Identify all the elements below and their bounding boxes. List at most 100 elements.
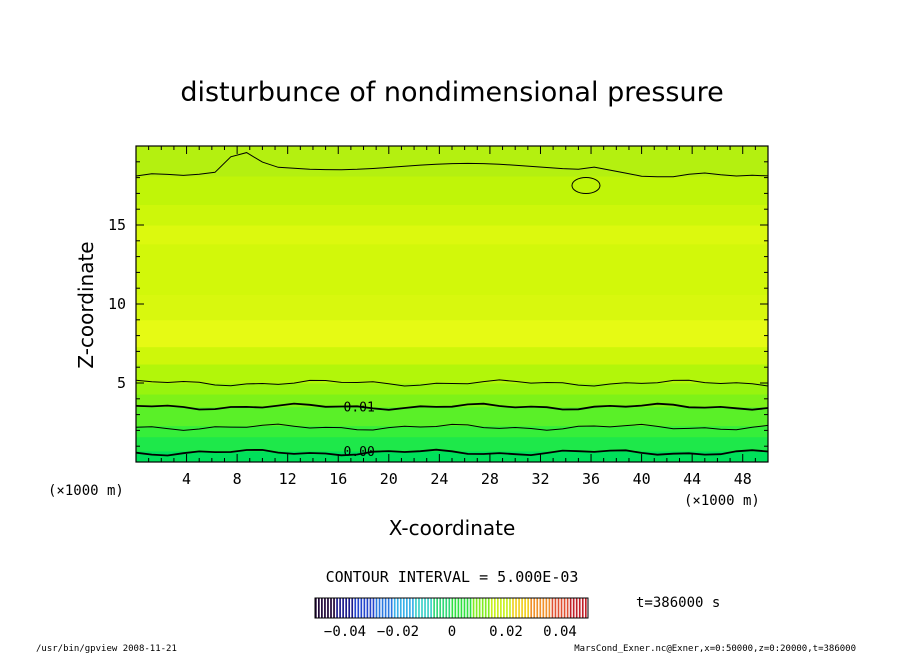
colorbar-stripe <box>533 598 536 618</box>
color-band <box>136 225 768 245</box>
x-tick-label: 4 <box>182 470 191 488</box>
colorbar-stripe <box>415 598 417 618</box>
color-band <box>136 436 768 452</box>
colorbar-stripe <box>402 598 405 618</box>
colorbar-stripe <box>521 598 523 618</box>
colorbar-tick-labels: −0.04 −0.02 0 0.02 0.04 <box>324 624 577 640</box>
x-tick-label: 24 <box>430 470 448 488</box>
colorbar-stripe <box>578 598 581 618</box>
colorbar-stripe <box>393 598 396 618</box>
colorbar-stripe <box>384 598 387 618</box>
colorbar-stripe <box>378 598 381 618</box>
x-tick-label: 44 <box>683 470 701 488</box>
colorbar-stripe <box>460 598 463 618</box>
x-tick-label: 28 <box>481 470 499 488</box>
colorbar-stripe <box>372 598 375 618</box>
contour-line <box>136 379 768 387</box>
x-tick-label: 40 <box>633 470 651 488</box>
colorbar-stripe <box>542 598 545 618</box>
colorbar-stripe <box>575 598 578 618</box>
x-tick-label: 8 <box>233 470 242 488</box>
x-tick-label: 32 <box>531 470 549 488</box>
colorbar-stripe <box>560 598 563 618</box>
colorbar-tick-label: 0 <box>448 624 456 640</box>
contour-line <box>136 448 768 457</box>
colorbar-tick-label: 0.02 <box>489 624 523 640</box>
colorbar-stripe <box>406 598 408 618</box>
colorbar-stripe <box>381 598 384 618</box>
colorbar-stripe <box>500 598 502 618</box>
colorbar-stripe <box>518 598 520 618</box>
color-band <box>136 319 768 348</box>
x-tick-label: 20 <box>380 470 398 488</box>
colorbar-stripe <box>481 598 484 618</box>
x-tick-label: 12 <box>279 470 297 488</box>
colorbar-stripe <box>472 598 475 618</box>
x-unit-label-left: (×1000 m) <box>48 483 124 499</box>
colorbar-stripe <box>493 598 496 618</box>
colorbar-tick-label: −0.04 <box>324 624 366 640</box>
contour-closed-loop <box>571 177 601 194</box>
color-band <box>136 294 768 321</box>
colorbar-stripe <box>330 598 332 618</box>
colorbar-stripe <box>318 598 320 618</box>
color-band <box>136 146 768 177</box>
contour-label: 0.00 <box>344 445 375 460</box>
color-band <box>136 450 768 462</box>
colorbar-stripe <box>572 598 575 618</box>
colorbar-stripe <box>478 598 481 618</box>
color-band <box>136 383 768 395</box>
colorbar-stripe <box>454 598 457 618</box>
x-unit-label-right: (×1000 m) <box>684 493 760 509</box>
colorbar-stripe <box>342 598 344 618</box>
colorbar-stripe <box>584 598 587 618</box>
colorbar-stripe <box>315 598 317 618</box>
colorbar-stripe <box>463 598 466 618</box>
colorbar-stripe <box>457 598 460 618</box>
colorbar-stripe <box>363 598 366 618</box>
colorbar-stripe <box>439 598 442 618</box>
colorbar-tick-label: −0.02 <box>377 624 419 640</box>
colorbar-stripe <box>509 598 511 618</box>
colorbar-stripe <box>484 598 487 618</box>
color-band <box>136 425 768 438</box>
colorbar-stripe <box>324 598 326 618</box>
colorbar-stripe <box>369 598 372 618</box>
colorbar-stripe <box>536 598 539 618</box>
color-band <box>136 406 768 427</box>
colorbar-stripe <box>490 598 493 618</box>
colorbar-stripe <box>554 598 557 618</box>
footer-left: /usr/bin/gpview 2008-11-21 <box>36 644 177 654</box>
colorbar-stripe <box>448 598 451 618</box>
colorbar-stripe <box>530 598 533 618</box>
colorbar-stripe <box>354 598 357 618</box>
colorbar-stripe <box>345 598 348 618</box>
time-label: t=386000 s <box>636 595 720 611</box>
colorbar-stripe <box>566 598 569 618</box>
colorbar-stripe <box>551 598 554 618</box>
colorbar-stripe <box>445 598 448 618</box>
x-tick-label: 16 <box>329 470 347 488</box>
colorbar-stripe <box>548 598 551 618</box>
colorbar-stripe <box>336 598 338 618</box>
colorbar-stripe <box>390 598 393 618</box>
colorbar-stripe <box>569 598 572 618</box>
colorbar-stripe <box>427 598 429 618</box>
colorbar-stripe <box>563 598 566 618</box>
colorbar-stripe <box>581 598 584 618</box>
colorbar-stripe <box>515 598 517 618</box>
colorbar-tick-label: 0.04 <box>543 624 577 640</box>
colorbar-stripe <box>360 598 363 618</box>
colorbar-stripe <box>539 598 542 618</box>
x-axis-label: X-coordinate <box>389 516 516 540</box>
colorbar-stripe <box>433 598 435 618</box>
x-tick-label: 48 <box>734 470 752 488</box>
colorbar-stripe <box>421 598 423 618</box>
colorbar-stripe <box>527 598 530 618</box>
colorbar-stripe <box>399 598 402 618</box>
colorbar-stripe <box>545 598 548 618</box>
colorbar-stripe <box>466 598 469 618</box>
footer-right: MarsCond_Exner.nc@Exner,x=0:50000,z=0:20… <box>574 644 856 654</box>
